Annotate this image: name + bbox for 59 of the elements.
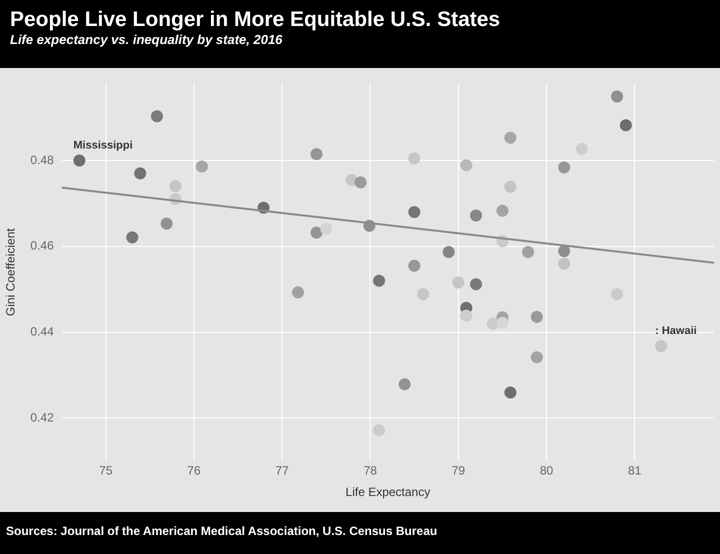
point xyxy=(354,176,367,188)
point xyxy=(310,226,322,239)
point xyxy=(558,245,570,258)
x-tick-label: 78 xyxy=(364,464,378,478)
point xyxy=(611,288,624,300)
point xyxy=(460,159,472,172)
point xyxy=(530,310,543,323)
point xyxy=(496,204,508,217)
point xyxy=(576,142,588,155)
y-tick-label: 0.46 xyxy=(30,238,54,253)
point xyxy=(398,378,411,390)
x-tick-label: 77 xyxy=(275,464,290,478)
point xyxy=(504,386,516,398)
source-note: Sources: Journal of the American Medical Association, U.S. Census Bureau xyxy=(0,512,720,554)
point xyxy=(310,148,322,160)
point xyxy=(496,316,508,329)
point xyxy=(408,260,420,272)
point xyxy=(160,218,173,230)
point xyxy=(150,110,163,122)
point xyxy=(442,246,455,258)
point xyxy=(134,167,146,180)
x-tick-label: 81 xyxy=(628,464,642,478)
point xyxy=(373,424,386,436)
point xyxy=(558,161,570,174)
y-tick-label: 0.48 xyxy=(30,152,54,167)
point xyxy=(292,286,304,298)
point xyxy=(522,246,534,258)
point xyxy=(504,132,516,144)
point xyxy=(620,119,632,132)
point xyxy=(504,180,516,193)
point xyxy=(470,210,482,222)
chart-subtitle: Life expectancy vs. inequality by state, 2016 xyxy=(10,32,284,48)
y-tick-label: 0.44 xyxy=(30,324,54,339)
point xyxy=(73,154,86,167)
annotation: Mississippi xyxy=(73,140,133,152)
point xyxy=(126,231,138,244)
point xyxy=(655,340,668,352)
y-axis-title: Gini Coeffeicient xyxy=(4,228,18,316)
x-axis-title: Life Expectancy xyxy=(346,485,430,500)
point xyxy=(460,310,472,322)
annotation: : Hawaii xyxy=(655,325,697,338)
point xyxy=(417,288,430,300)
chart-title: People Live Longer in More Equitable U.S. States xyxy=(10,8,502,32)
x-tick-label: 79 xyxy=(452,464,466,478)
point xyxy=(320,222,332,235)
point xyxy=(169,180,182,192)
point xyxy=(558,258,570,270)
x-tick-label: 80 xyxy=(540,464,554,478)
y-tick-label: 0.42 xyxy=(30,410,54,425)
point xyxy=(408,152,420,164)
x-tick-label: 76 xyxy=(187,464,201,478)
point xyxy=(470,278,482,290)
point xyxy=(196,160,208,173)
point xyxy=(452,276,464,289)
point xyxy=(611,90,624,103)
point xyxy=(408,206,420,218)
point xyxy=(530,351,543,364)
point xyxy=(373,274,386,287)
x-tick-label: 75 xyxy=(99,464,113,478)
